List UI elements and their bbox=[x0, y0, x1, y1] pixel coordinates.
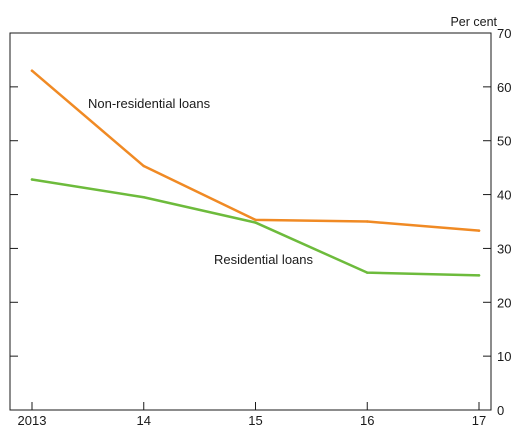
series-label-residential: Residential loans bbox=[214, 252, 314, 267]
series-1-point-2016 bbox=[366, 271, 369, 274]
y-tick-label-10: 10 bbox=[497, 349, 511, 364]
x-tick-label-2016: 16 bbox=[360, 413, 374, 427]
series-0-point-2015 bbox=[254, 218, 257, 222]
y-tick-label-30: 30 bbox=[497, 241, 511, 256]
plot-frame bbox=[9, 32, 492, 411]
y-tick-label-20: 20 bbox=[497, 295, 511, 310]
unit-label: Per cent bbox=[450, 15, 497, 29]
series-label-non-residential: Non-residential loans bbox=[88, 96, 211, 111]
x-tick-label-2013: 2013 bbox=[18, 413, 47, 427]
series-1-point-2015 bbox=[254, 221, 257, 224]
x-tick-label-2014: 14 bbox=[137, 413, 151, 427]
y-tick-label-60: 60 bbox=[497, 80, 511, 95]
series-1-point-2014 bbox=[142, 196, 145, 199]
series-lines bbox=[30, 69, 481, 277]
y-tick-label-0: 0 bbox=[497, 403, 504, 418]
series-1-point-2017 bbox=[477, 274, 481, 277]
x-axis-ticks: 2013 14 15 16 17 bbox=[18, 402, 486, 427]
y-tick-label-50: 50 bbox=[497, 134, 511, 149]
series-0-point-2016 bbox=[366, 220, 369, 223]
series-0-point-2013 bbox=[30, 69, 34, 72]
series-line-0 bbox=[30, 69, 481, 232]
y-tick-label-40: 40 bbox=[497, 188, 511, 203]
y-axis-ticks: 0 10 20 30 40 50 60 70 bbox=[10, 26, 511, 418]
series-0-point-2017 bbox=[477, 229, 481, 232]
y-tick-label-70: 70 bbox=[497, 26, 511, 41]
x-tick-label-2017: 17 bbox=[472, 413, 486, 427]
series-1-point-2013 bbox=[30, 178, 34, 181]
series-0-point-2014 bbox=[142, 164, 145, 168]
x-tick-label-2015: 15 bbox=[248, 413, 262, 427]
